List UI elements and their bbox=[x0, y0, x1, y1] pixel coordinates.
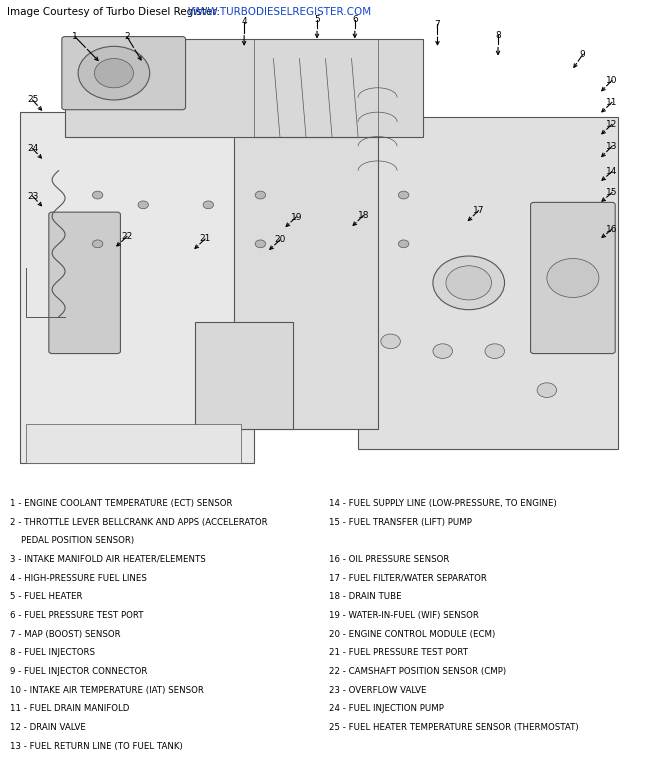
Text: 19 - WATER-IN-FUEL (WIF) SENSOR: 19 - WATER-IN-FUEL (WIF) SENSOR bbox=[329, 611, 478, 620]
Text: 10 - INTAKE AIR TEMPERATURE (IAT) SENSOR: 10 - INTAKE AIR TEMPERATURE (IAT) SENSOR bbox=[10, 686, 204, 695]
Text: 25 - FUEL HEATER TEMPERATURE SENSOR (THERMOSTAT): 25 - FUEL HEATER TEMPERATURE SENSOR (THE… bbox=[329, 723, 578, 732]
FancyBboxPatch shape bbox=[26, 424, 241, 463]
Text: 7 - MAP (BOOST) SENSOR: 7 - MAP (BOOST) SENSOR bbox=[10, 630, 120, 639]
Circle shape bbox=[78, 46, 150, 100]
Text: 8 - FUEL INJECTORS: 8 - FUEL INJECTORS bbox=[10, 648, 95, 657]
Circle shape bbox=[485, 344, 505, 359]
Text: 8: 8 bbox=[495, 31, 501, 40]
Text: 9: 9 bbox=[580, 50, 585, 59]
Text: 2: 2 bbox=[124, 32, 130, 41]
Text: 22: 22 bbox=[121, 232, 133, 241]
Text: 2 - THROTTLE LEVER BELLCRANK AND APPS (ACCELERATOR: 2 - THROTTLE LEVER BELLCRANK AND APPS (A… bbox=[10, 518, 268, 527]
Text: 11 - FUEL DRAIN MANIFOLD: 11 - FUEL DRAIN MANIFOLD bbox=[10, 704, 129, 713]
FancyBboxPatch shape bbox=[49, 212, 120, 353]
Text: 9 - FUEL INJECTOR CONNECTOR: 9 - FUEL INJECTOR CONNECTOR bbox=[10, 667, 147, 676]
Text: 13: 13 bbox=[606, 142, 618, 151]
Circle shape bbox=[433, 344, 452, 359]
Text: 20 - ENGINE CONTROL MODULE (ECM): 20 - ENGINE CONTROL MODULE (ECM) bbox=[329, 630, 495, 639]
FancyBboxPatch shape bbox=[234, 127, 378, 429]
FancyBboxPatch shape bbox=[531, 203, 615, 353]
Text: 12: 12 bbox=[606, 120, 618, 129]
Text: 19: 19 bbox=[290, 213, 302, 221]
Text: 6 - FUEL PRESSURE TEST PORT: 6 - FUEL PRESSURE TEST PORT bbox=[10, 611, 143, 620]
Text: 16: 16 bbox=[606, 225, 618, 233]
Circle shape bbox=[381, 334, 400, 349]
Circle shape bbox=[398, 240, 409, 248]
Circle shape bbox=[547, 259, 599, 297]
Text: 1 - ENGINE COOLANT TEMPERATURE (ECT) SENSOR: 1 - ENGINE COOLANT TEMPERATURE (ECT) SEN… bbox=[10, 499, 232, 508]
Circle shape bbox=[433, 256, 505, 310]
Circle shape bbox=[537, 382, 557, 398]
Text: 22 - CAMSHAFT POSITION SENSOR (CMP): 22 - CAMSHAFT POSITION SENSOR (CMP) bbox=[329, 667, 506, 676]
Text: 5: 5 bbox=[314, 15, 320, 24]
Circle shape bbox=[398, 191, 409, 199]
Text: PEDAL POSITION SENSOR): PEDAL POSITION SENSOR) bbox=[10, 536, 134, 545]
Text: 21 - FUEL PRESSURE TEST PORT: 21 - FUEL PRESSURE TEST PORT bbox=[329, 648, 468, 657]
Text: 11: 11 bbox=[606, 98, 618, 107]
Circle shape bbox=[255, 240, 266, 248]
Text: 10: 10 bbox=[606, 76, 618, 85]
Circle shape bbox=[92, 240, 103, 248]
FancyBboxPatch shape bbox=[65, 39, 423, 137]
Text: 14 - FUEL SUPPLY LINE (LOW-PRESSURE, TO ENGINE): 14 - FUEL SUPPLY LINE (LOW-PRESSURE, TO … bbox=[329, 499, 557, 508]
Text: 13 - FUEL RETURN LINE (TO FUEL TANK): 13 - FUEL RETURN LINE (TO FUEL TANK) bbox=[10, 742, 182, 751]
Text: 3 - INTAKE MANIFOLD AIR HEATER/ELEMENTS: 3 - INTAKE MANIFOLD AIR HEATER/ELEMENTS bbox=[10, 555, 206, 564]
Text: 4: 4 bbox=[242, 18, 247, 26]
Text: 16 - OIL PRESSURE SENSOR: 16 - OIL PRESSURE SENSOR bbox=[329, 555, 449, 564]
Text: 18: 18 bbox=[357, 211, 369, 220]
Text: 17 - FUEL FILTER/WATER SEPARATOR: 17 - FUEL FILTER/WATER SEPARATOR bbox=[329, 574, 487, 583]
Text: 17: 17 bbox=[473, 206, 484, 215]
Text: 20: 20 bbox=[274, 236, 286, 244]
Circle shape bbox=[203, 201, 214, 209]
FancyBboxPatch shape bbox=[20, 112, 254, 463]
Circle shape bbox=[92, 191, 103, 199]
Text: 4 - HIGH-PRESSURE FUEL LINES: 4 - HIGH-PRESSURE FUEL LINES bbox=[10, 574, 146, 583]
Text: 15: 15 bbox=[606, 188, 618, 197]
Text: 23: 23 bbox=[27, 191, 38, 200]
Circle shape bbox=[446, 266, 492, 300]
Text: 15 - FUEL TRANSFER (LIFT) PUMP: 15 - FUEL TRANSFER (LIFT) PUMP bbox=[329, 518, 471, 527]
Text: 24: 24 bbox=[27, 144, 38, 154]
Text: 25: 25 bbox=[27, 95, 38, 104]
Text: 23 - OVERFLOW VALVE: 23 - OVERFLOW VALVE bbox=[329, 686, 426, 695]
Text: 7: 7 bbox=[435, 20, 440, 29]
Circle shape bbox=[138, 201, 148, 209]
Text: 1: 1 bbox=[72, 32, 77, 41]
Text: 18 - DRAIN TUBE: 18 - DRAIN TUBE bbox=[329, 592, 402, 601]
Text: 5 - FUEL HEATER: 5 - FUEL HEATER bbox=[10, 592, 82, 601]
Text: 24 - FUEL INJECTION PUMP: 24 - FUEL INJECTION PUMP bbox=[329, 704, 443, 713]
Text: 21: 21 bbox=[199, 234, 211, 243]
Text: 12 - DRAIN VALVE: 12 - DRAIN VALVE bbox=[10, 723, 86, 732]
Text: Image Courtesy of Turbo Diesel Register:: Image Courtesy of Turbo Diesel Register: bbox=[7, 8, 223, 18]
FancyBboxPatch shape bbox=[195, 322, 293, 429]
Text: WWW.TURBODIESELREGISTER.COM: WWW.TURBODIESELREGISTER.COM bbox=[188, 8, 372, 18]
Text: 14: 14 bbox=[606, 167, 618, 176]
FancyBboxPatch shape bbox=[62, 37, 186, 110]
Circle shape bbox=[94, 58, 133, 88]
Circle shape bbox=[255, 191, 266, 199]
Text: 6: 6 bbox=[352, 15, 357, 24]
FancyBboxPatch shape bbox=[358, 117, 618, 449]
